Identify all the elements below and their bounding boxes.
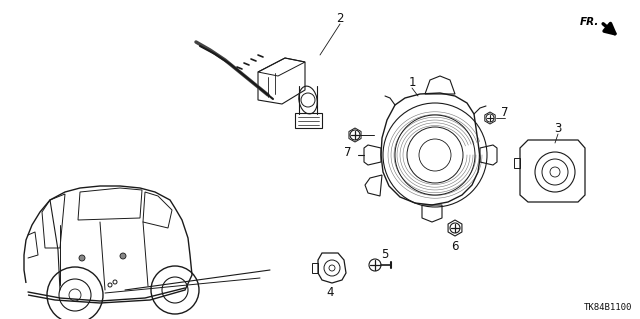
Text: 7: 7 [344, 145, 352, 159]
Text: TK84B1100: TK84B1100 [584, 303, 632, 313]
Text: 3: 3 [554, 122, 562, 135]
Text: 7: 7 [501, 106, 509, 118]
Circle shape [120, 253, 126, 259]
Circle shape [79, 255, 85, 261]
Text: 6: 6 [451, 240, 459, 253]
Text: 1: 1 [408, 76, 416, 88]
Text: 5: 5 [381, 249, 388, 262]
Text: 2: 2 [336, 11, 344, 25]
Text: FR.: FR. [579, 17, 598, 27]
Text: 4: 4 [326, 286, 333, 299]
